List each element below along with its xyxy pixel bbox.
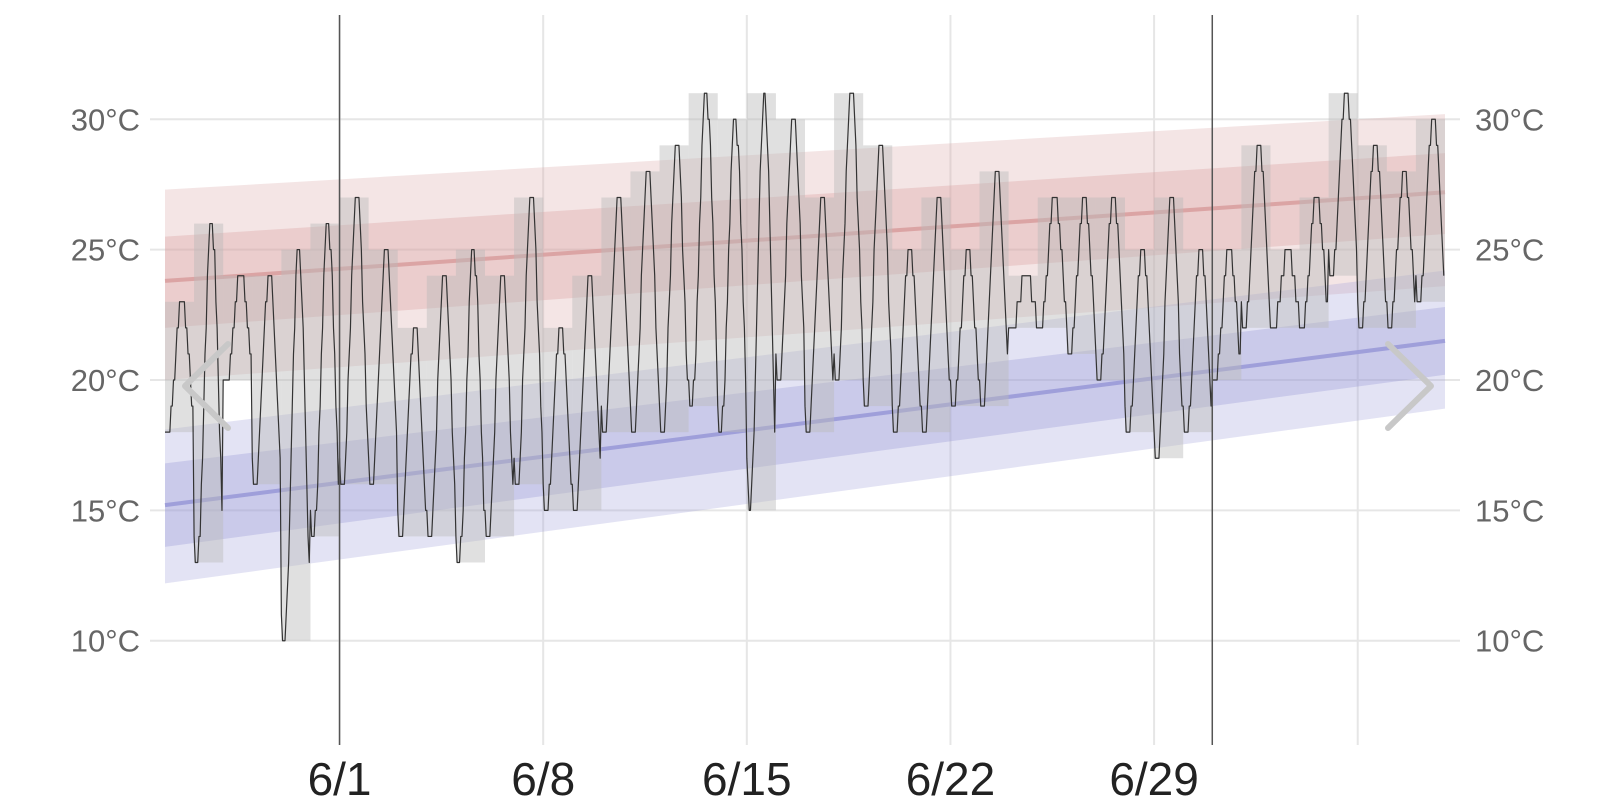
daily-range-bar xyxy=(659,145,689,433)
daily-range-bar xyxy=(543,327,573,511)
daily-range-bar xyxy=(310,223,340,537)
y-tick-label-left: 15°C xyxy=(71,493,140,528)
daily-range-bar xyxy=(1212,249,1242,380)
normal-low-outer-band xyxy=(165,270,1445,584)
daily-range-bar xyxy=(1154,197,1184,459)
x-tick-label: 6/8 xyxy=(511,753,575,805)
daily-range-bar xyxy=(863,145,893,407)
daily-range-bar xyxy=(572,275,602,511)
x-tick-label: 6/29 xyxy=(1109,753,1199,805)
daily-range-bar xyxy=(1415,119,1445,302)
daily-range-bar xyxy=(921,197,951,433)
x-tick-label: 6/15 xyxy=(702,753,792,805)
daily-range-bar xyxy=(979,171,1009,407)
daily-range-bar xyxy=(805,197,835,433)
y-tick-label-right: 25°C xyxy=(1475,233,1544,268)
y-tick-label-right: 20°C xyxy=(1475,363,1544,398)
daily-range-bar xyxy=(1270,249,1300,328)
normal-high-outer-band xyxy=(165,114,1445,381)
daily-range-bar xyxy=(485,275,515,537)
daily-range-bar xyxy=(746,93,776,511)
normal-low-inner-band xyxy=(165,307,1445,547)
y-tick-label-left: 25°C xyxy=(71,233,140,268)
daily-range-bar xyxy=(1357,145,1387,328)
hourly-temperature-line xyxy=(165,92,1445,642)
daily-range-bar xyxy=(514,197,544,485)
normal-low-mean-line xyxy=(164,338,1446,508)
next-period-button[interactable] xyxy=(1385,341,1434,431)
daily-range-bar xyxy=(1037,197,1067,328)
daily-range-bar xyxy=(368,249,398,485)
hourly-temperature-layer xyxy=(165,92,1445,642)
daily-range-bar xyxy=(426,275,456,537)
y-tick-label-left: 20°C xyxy=(71,363,140,398)
daily-range-bar xyxy=(165,301,195,433)
daily-range-bar xyxy=(1328,93,1358,276)
chevron-right-icon xyxy=(1385,341,1434,431)
y-tick-label-right: 10°C xyxy=(1475,624,1544,659)
daily-range-bar xyxy=(775,119,805,381)
daily-range-bar xyxy=(1183,249,1213,433)
daily-range-bar xyxy=(1125,249,1155,433)
daily-range-bar xyxy=(892,249,922,433)
daily-range-bar xyxy=(1299,197,1329,328)
daily-range-bar xyxy=(601,197,631,433)
axis-labels: 10°C 10°C 15°C 15°C 20°C 20°C 25°C 25°C 30°C 30°C… xyxy=(71,102,1545,805)
chevron-left-icon xyxy=(182,341,231,431)
normal-high-mean-line xyxy=(164,190,1446,283)
x-tick-label: 6/1 xyxy=(308,753,372,805)
date-markers xyxy=(338,15,1214,745)
daily-range-bar xyxy=(630,171,660,433)
x-tick-label: 6/22 xyxy=(906,753,996,805)
daily-range-bar xyxy=(688,93,718,407)
daily-range-bar xyxy=(717,119,747,433)
y-tick-label-right: 30°C xyxy=(1475,102,1544,137)
normal-bands xyxy=(164,114,1446,584)
daily-range-bar xyxy=(834,93,864,380)
daily-range-bar xyxy=(455,249,485,563)
previous-period-button[interactable] xyxy=(182,341,231,431)
daily-range-bar xyxy=(1241,145,1271,328)
y-tick-label-right: 15°C xyxy=(1475,493,1544,528)
y-tick-label-left: 30°C xyxy=(71,102,140,137)
normal-high-inner-band xyxy=(165,153,1445,328)
y-tick-label-left: 10°C xyxy=(71,624,140,659)
daily-range-bar xyxy=(1095,197,1125,380)
daily-range-bar xyxy=(339,197,369,485)
